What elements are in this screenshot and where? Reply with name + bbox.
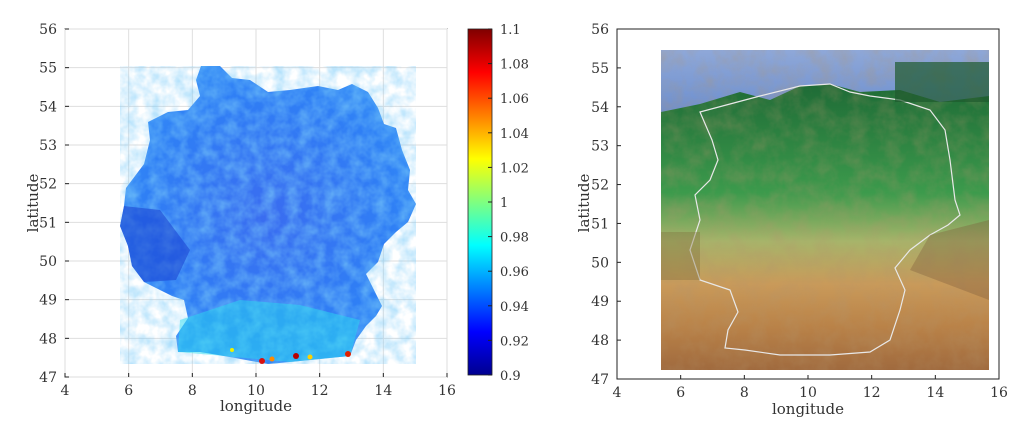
right-x-tick-label: 10 — [799, 385, 817, 401]
right-y-axis-label: latitude — [575, 174, 593, 233]
left-y-tick-label: 48 — [39, 331, 57, 347]
left-x-tick-label: 12 — [311, 383, 329, 399]
colorbar: 0.9 0.92 0.94 0.96 0.98 1 1.02 1.04 1.06 1.08 1.1 — [467, 23, 529, 384]
right-y-tick-label: 51 — [591, 216, 609, 232]
right-y-tick-label: 48 — [591, 333, 609, 349]
left-x-tick-label: 4 — [61, 383, 70, 399]
left-y-tick-label: 52 — [39, 177, 57, 193]
colorbar-tick-label: 1.04 — [500, 127, 529, 142]
right-y-tick-label: 49 — [591, 294, 609, 310]
left-y-tick-label: 56 — [39, 22, 57, 38]
topographic-basemap — [661, 50, 989, 370]
colorbar-tick-label: 0.92 — [500, 334, 529, 349]
right-y-tick-label: 47 — [591, 372, 609, 388]
left-y-tick-label: 50 — [39, 254, 57, 270]
colorbar-tick-label: 1.1 — [500, 23, 521, 38]
right-x-tick-label: 6 — [676, 385, 685, 401]
colorbar-tick-label: 0.96 — [500, 265, 529, 280]
right-y-tick-label: 52 — [591, 178, 609, 194]
germany-ratio-field — [120, 66, 416, 364]
left-x-tick-labels: 4 6 8 10 12 14 16 — [61, 373, 456, 399]
colorbar-tick-labels: 0.9 0.92 0.94 0.96 0.98 1 1.02 1.04 1.06 1.08 1.1 — [488, 23, 529, 384]
right-x-tick-label: 8 — [740, 385, 749, 401]
right-y-tick-label: 56 — [591, 22, 609, 38]
right-x-tick-labels: 4 6 8 10 12 14 16 — [613, 375, 1008, 401]
colorbar-tick-label: 1 — [500, 196, 508, 211]
right-map-axes: 4 6 8 10 12 14 16 47 48 49 50 51 52 53 54 55 56 longitu… — [575, 22, 1008, 418]
colorbar-tick-label: 1.06 — [500, 92, 529, 107]
colorbar-tick-label: 0.94 — [500, 300, 529, 315]
left-x-tick-label: 10 — [247, 383, 265, 399]
right-y-tick-label: 54 — [591, 100, 609, 116]
left-y-tick-label: 51 — [39, 215, 57, 231]
left-y-tick-label: 49 — [39, 293, 57, 309]
colorbar-tick-label: 0.98 — [500, 231, 529, 246]
left-y-axis-label: latitude — [24, 174, 42, 233]
right-y-tick-label: 50 — [591, 255, 609, 271]
left-x-tick-label: 6 — [124, 383, 133, 399]
right-x-tick-label: 16 — [990, 385, 1008, 401]
right-x-tick-label: 14 — [926, 385, 944, 401]
right-x-tick-label: 4 — [613, 385, 622, 401]
colorbar-tick-label: 0.9 — [500, 369, 521, 384]
left-x-tick-label: 16 — [438, 383, 456, 399]
left-y-tick-label: 55 — [39, 61, 57, 77]
left-map-axes: 4 6 8 10 12 14 16 47 48 49 50 51 52 53 54 55 56 longitu… — [24, 22, 456, 415]
right-x-axis-label: longitude — [772, 400, 844, 418]
right-y-tick-label: 53 — [591, 139, 609, 155]
left-y-tick-label: 54 — [39, 99, 57, 115]
right-y-tick-label: 55 — [591, 61, 609, 77]
left-y-tick-label: 53 — [39, 138, 57, 154]
left-x-tick-label: 8 — [188, 383, 197, 399]
right-x-tick-label: 12 — [863, 385, 881, 401]
left-x-axis-label: longitude — [220, 397, 292, 415]
left-y-tick-labels: 47 48 49 50 51 52 53 54 55 56 — [39, 22, 69, 386]
colorbar-tick-label: 1.08 — [500, 58, 529, 73]
right-y-tick-labels: 47 48 49 50 51 52 53 54 55 56 — [591, 22, 621, 388]
left-y-tick-label: 47 — [39, 370, 57, 386]
left-x-tick-label: 14 — [374, 383, 392, 399]
colorbar-tick-label: 1.02 — [500, 161, 529, 176]
